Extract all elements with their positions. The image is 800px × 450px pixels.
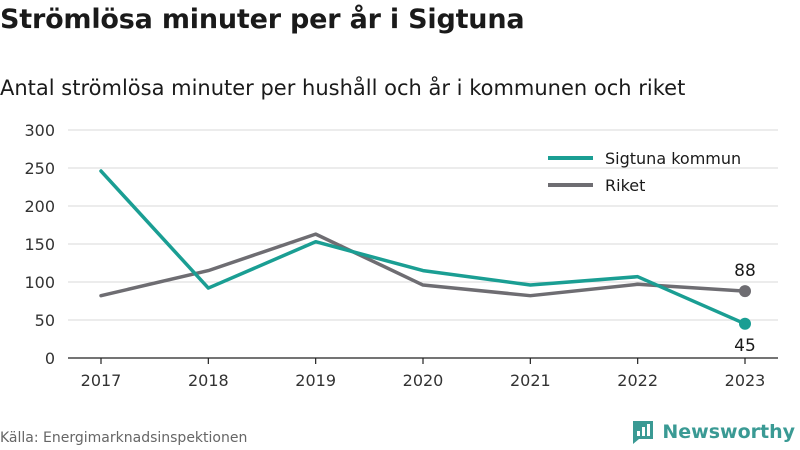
y-tick-label: 100	[24, 273, 55, 292]
y-tick-label: 200	[24, 197, 55, 216]
y-tick-label: 250	[24, 159, 55, 178]
x-tick-label: 2023	[725, 371, 766, 390]
chart-subtitle: Antal strömlösa minuter per hushåll och …	[0, 76, 686, 100]
end-point-marker	[739, 317, 751, 330]
line-chart: 0 50 100 150 200 250 300 2017 2018 2019 2020 2021 20…	[24, 121, 778, 390]
x-tick-label: 2018	[188, 371, 229, 390]
x-tick-label: 2022	[617, 371, 658, 390]
y-tick-label: 150	[24, 235, 55, 254]
brand-logo: Newsworthy	[630, 419, 795, 445]
bar-chart-logo-icon	[633, 421, 654, 444]
series-line-riket	[99, 232, 747, 298]
x-tick-label: 2017	[81, 371, 122, 390]
source-note: Källa: Energimarknadsinspektionen	[0, 430, 248, 446]
end-value-label: 88	[734, 261, 756, 281]
legend-label: Sigtuna kommun	[605, 149, 741, 168]
brand-name: Newsworthy	[662, 421, 795, 443]
x-tick-label: 2021	[510, 371, 551, 390]
chart-title: Strömlösa minuter per år i Sigtuna	[0, 4, 525, 35]
x-tick-label: 2019	[295, 371, 336, 390]
end-point-marker	[739, 285, 751, 298]
x-tick-label: 2020	[403, 371, 444, 390]
y-tick-label: 0	[45, 349, 55, 368]
series-line-sigtuna-kommun	[99, 169, 747, 326]
end-value-label: 45	[734, 336, 756, 356]
y-tick-label: 300	[24, 121, 55, 140]
legend-label: Riket	[605, 176, 645, 195]
y-tick-label: 50	[35, 311, 55, 330]
